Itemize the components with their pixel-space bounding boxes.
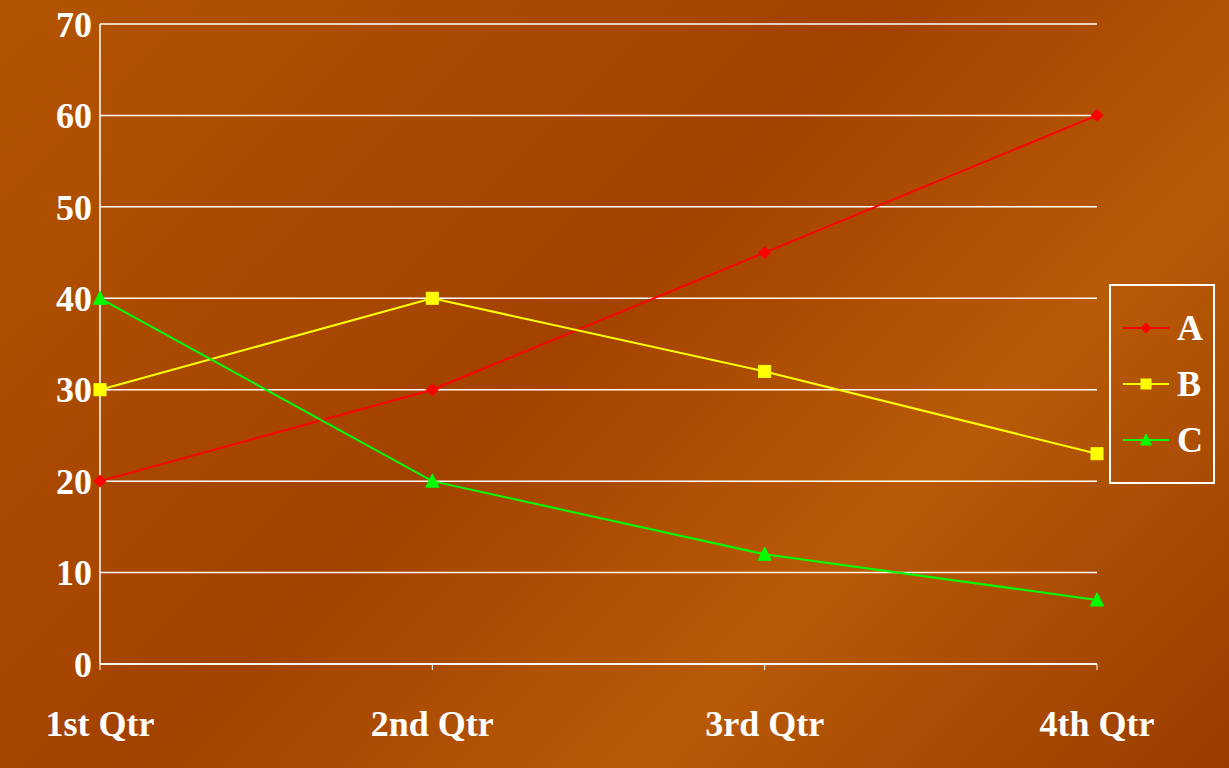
svg-text:10: 10 bbox=[56, 553, 92, 593]
svg-text:30: 30 bbox=[56, 370, 92, 410]
svg-text:70: 70 bbox=[56, 5, 92, 45]
svg-text:40: 40 bbox=[56, 279, 92, 319]
svg-text:2nd Qtr: 2nd Qtr bbox=[371, 704, 494, 744]
html-text:C: C bbox=[1177, 420, 1203, 460]
svg-text:3rd Qtr: 3rd Qtr bbox=[705, 704, 824, 744]
svg-text:20: 20 bbox=[56, 462, 92, 502]
svg-text:50: 50 bbox=[56, 188, 92, 228]
html-text:B: B bbox=[1177, 364, 1201, 404]
html-text:A: A bbox=[1177, 308, 1203, 348]
svg-text:4th Qtr: 4th Qtr bbox=[1040, 704, 1155, 744]
svg-text:60: 60 bbox=[56, 96, 92, 136]
svg-text:1st Qtr: 1st Qtr bbox=[46, 704, 155, 744]
svg-text:0: 0 bbox=[74, 645, 92, 685]
